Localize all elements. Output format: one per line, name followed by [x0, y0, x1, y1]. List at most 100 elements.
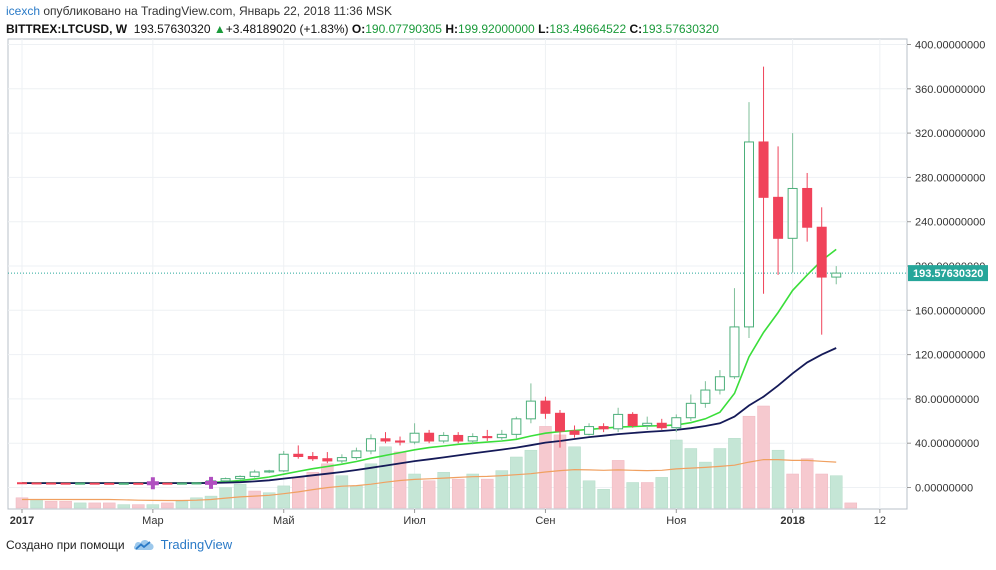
x-tick-label: Ноя: [666, 515, 686, 527]
volume-bar: [335, 475, 349, 509]
candle-body: [482, 436, 493, 439]
volume-bar: [640, 482, 654, 509]
candle-body: [438, 434, 449, 442]
volume-bar: [713, 448, 727, 509]
event-marker-icon: [146, 477, 159, 490]
ohlc-legend: BITTREX:LTCUSD, W 193.57630320 ▲+3.48189…: [6, 22, 719, 36]
candle-body: [656, 422, 667, 429]
low-label: L:: [538, 22, 550, 36]
candle-body: [264, 470, 275, 473]
candle-body: [773, 196, 784, 239]
candle-body: [104, 482, 115, 485]
volume-bar: [88, 502, 101, 509]
candle-body: [322, 458, 333, 462]
y-tick-label: 400.00000000: [915, 40, 985, 52]
volume-bar: [728, 438, 741, 509]
candle-body: [700, 389, 711, 404]
candle-body: [220, 478, 231, 482]
author-link[interactable]: icexch: [6, 4, 41, 18]
footer: Создано при помощи TradingView: [6, 537, 232, 552]
last-price-badge: [908, 265, 988, 282]
candle-body: [17, 482, 27, 485]
y-tick-label: 120.00000000: [915, 350, 985, 362]
volume-bar: [757, 405, 770, 509]
candle-body: [424, 432, 435, 442]
volume-bar: [15, 497, 29, 509]
volume-bar: [670, 439, 683, 509]
candle-body: [46, 482, 57, 485]
tradingview-brand: TradingView: [160, 537, 233, 552]
tradingview-link[interactable]: TradingView: [133, 537, 233, 552]
volume-bar: [175, 500, 189, 509]
y-tick-label: 160.00000000: [915, 305, 985, 317]
candle-body: [729, 326, 740, 378]
open-label: O:: [351, 22, 366, 36]
volume-bar: [510, 456, 523, 509]
created-with-text: Создано при помощи: [6, 537, 125, 552]
candle-body: [540, 400, 551, 414]
y-tick-label: 40.00000000: [915, 438, 979, 450]
y-tick-label: 320.00000000: [915, 128, 985, 140]
candle-body: [627, 413, 638, 426]
candle-body: [133, 482, 144, 485]
symbol-label: BITTREX:LTCUSD, W: [6, 22, 128, 36]
candle-body: [89, 482, 100, 485]
x-tick-label: 2017: [10, 515, 34, 527]
candle-body: [453, 434, 464, 442]
candle-body: [598, 426, 609, 430]
volume-bar: [161, 502, 174, 509]
candle-body: [336, 457, 347, 462]
candle-body: [831, 272, 842, 278]
last-price: 193.57630320: [133, 22, 211, 36]
low-value: 183.49664522: [549, 22, 627, 36]
close-value: 193.57630320: [642, 22, 719, 36]
candle-body: [162, 482, 173, 485]
volume-bar: [248, 490, 261, 509]
volume-bar: [262, 492, 276, 509]
candle-body: [685, 402, 696, 419]
candle-body: [816, 226, 827, 278]
x-tick-label: 12: [874, 515, 886, 527]
y-tick-label: 280.00000000: [915, 172, 985, 184]
candle-body: [293, 453, 304, 457]
volume-bar: [495, 470, 509, 509]
volume-bar: [30, 499, 43, 509]
candle-body: [496, 433, 507, 439]
candle-body: [787, 187, 798, 239]
y-tick-label: 0.00000000: [915, 483, 973, 495]
x-tick-label: Сен: [535, 515, 555, 527]
publish-info: icexch опубликовано на TradingView.com, …: [6, 4, 392, 18]
volume-bar: [524, 449, 538, 509]
volume-bar: [451, 478, 465, 509]
candle-body: [584, 426, 595, 435]
high-value: 199.92000000: [457, 22, 535, 36]
y-tick-label: 240.00000000: [915, 217, 985, 229]
volume-bar: [582, 480, 596, 509]
candle-body: [554, 412, 565, 432]
volume-bar: [481, 478, 494, 509]
volume-bar: [466, 473, 479, 509]
candle-body: [395, 440, 406, 443]
volume-bar: [408, 473, 421, 509]
candle-body: [409, 432, 420, 443]
volume-bar: [59, 500, 72, 509]
volume-bar: [771, 449, 785, 509]
candle-body: [613, 413, 624, 430]
volume-bar: [321, 463, 334, 509]
volume-bar: [815, 473, 828, 509]
volume-bar: [699, 461, 712, 509]
candle-body: [75, 482, 86, 485]
volume-bar: [204, 495, 218, 509]
volume-bar: [684, 448, 698, 509]
volume-bar: [829, 475, 843, 509]
candle-body: [365, 438, 376, 452]
candle-body: [31, 482, 42, 485]
candle-body: [525, 400, 536, 420]
x-tick-label: Май: [273, 515, 295, 527]
close-label: C:: [629, 22, 643, 36]
candle-body: [467, 436, 478, 442]
candle-body: [191, 482, 202, 485]
volume-bar: [626, 482, 639, 509]
